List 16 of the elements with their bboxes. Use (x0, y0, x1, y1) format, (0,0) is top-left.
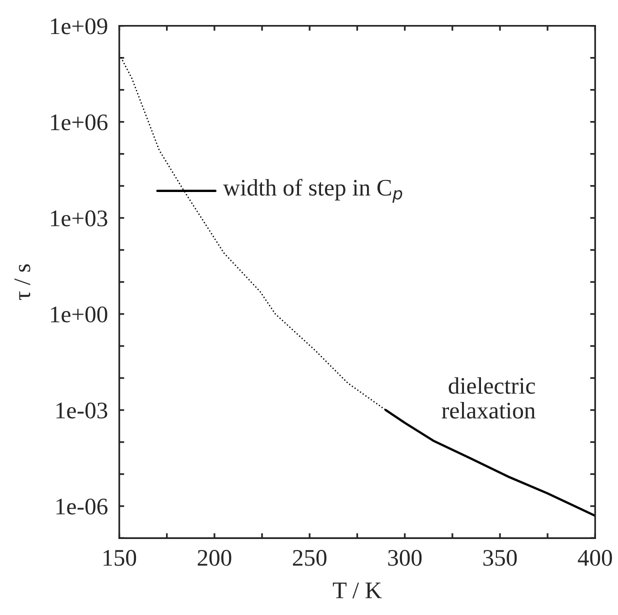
y-tick-label: 1e+00 (51, 306, 108, 322)
series-label: width of step in C$_{p}$ (223, 178, 402, 203)
y-tick-label: 1e+09 (51, 18, 108, 34)
y-tick-label: 1e+03 (51, 210, 108, 226)
x-tick-label: 200 (198, 550, 232, 566)
y-tick-label: 1e-06 (56, 498, 108, 515)
x-tick-label: 300 (388, 550, 422, 566)
x-tick-label: 250 (292, 550, 326, 566)
x-tick-label: 150 (104, 550, 136, 566)
x-tick-label: 400 (578, 550, 612, 566)
x-tick-label: 350 (483, 550, 517, 566)
x-axis-title: T / K (332, 582, 382, 598)
y-axis-title: τ / s (14, 264, 30, 300)
y-tick-label: 1e-03 (56, 402, 108, 418)
series-label: dielectric relaxation (442, 377, 536, 419)
y-tick-label: 1e+06 (51, 114, 108, 130)
